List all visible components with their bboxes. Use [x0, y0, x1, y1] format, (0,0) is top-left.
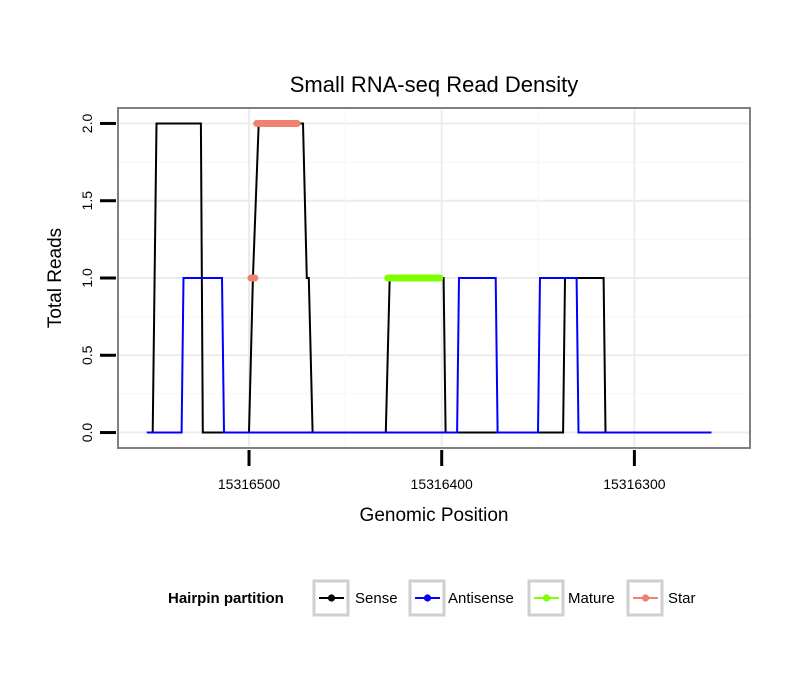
legend-label-antisense: Antisense: [448, 590, 514, 607]
y-tick-label: 1.5: [79, 191, 95, 211]
x-axis: 15316500 15316400 15316300: [218, 450, 666, 492]
series-group: [146, 119, 712, 434]
y-axis: 0.0 0.5 1.0 1.5 2.0: [79, 114, 116, 443]
legend: Hairpin partition Sense Antisense Mature St…: [168, 579, 696, 617]
legend-key-dot-antisense: [423, 594, 432, 602]
y-axis-title: Total Reads: [45, 228, 66, 328]
legend-key-dot-star: [641, 594, 650, 602]
y-tick-label: 0.0: [79, 423, 95, 443]
chart-title: Small RNA-seq Read Density: [290, 72, 579, 97]
legend-key-dot-mature: [542, 594, 551, 602]
y-tick-label: 2.0: [79, 114, 95, 134]
y-tick-label: 1.0: [79, 268, 95, 288]
sense-series-line: [146, 122, 712, 434]
legend-label-sense: Sense: [355, 590, 398, 607]
legend-label-star: Star: [668, 590, 696, 607]
x-tick-label: 15316400: [411, 476, 474, 492]
y-tick-label: 0.5: [79, 345, 95, 365]
legend-key-dot-sense: [327, 594, 336, 602]
plot-frame: [117, 107, 751, 449]
legend-title: Hairpin partition: [168, 590, 284, 607]
x-axis-title: Genomic Position: [360, 505, 509, 526]
legend-label-mature: Mature: [568, 590, 615, 607]
x-tick-label: 15316500: [218, 476, 281, 492]
x-tick-label: 15316300: [603, 476, 666, 492]
antisense-series-line: [146, 277, 712, 434]
